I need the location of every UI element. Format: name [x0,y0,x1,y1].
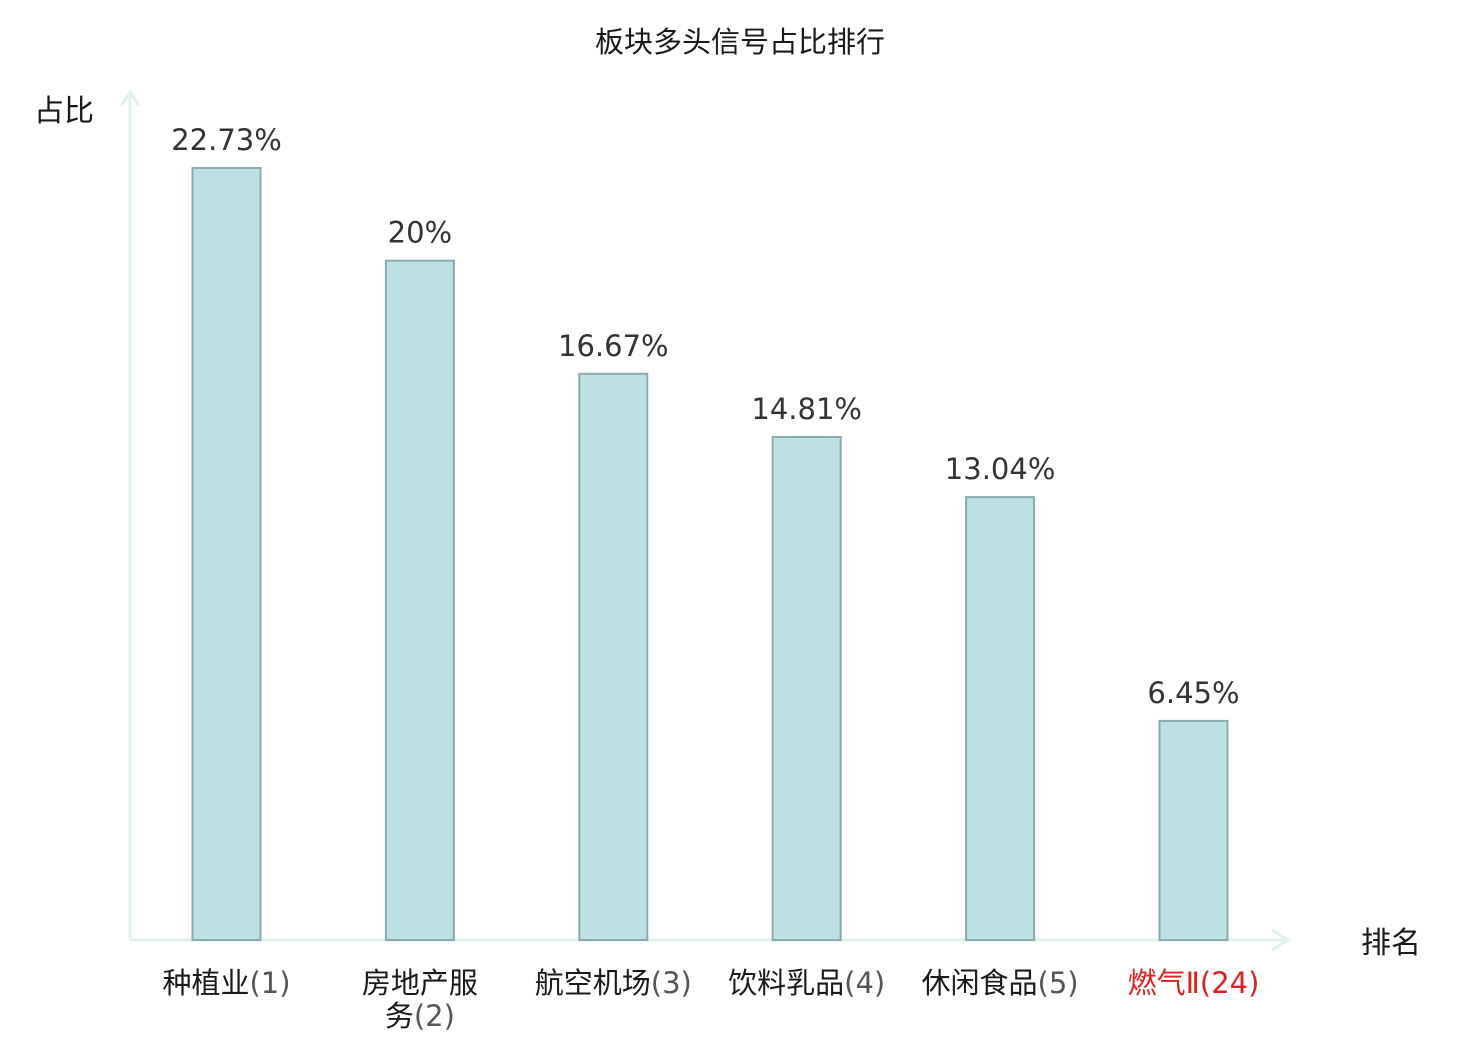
category-rank: (5) [1038,966,1079,1000]
y-axis-arrow [119,89,141,107]
value-label: 22.73% [171,123,282,157]
category-rank: (2) [414,999,455,1033]
category-label: 种植业(1) [162,966,290,1000]
category-name: 房地产服 [362,966,478,1000]
chart-title: 板块多头信号占比排行 [595,25,885,59]
category-rank: (4) [844,966,885,1000]
category-label: 燃气Ⅱ(24) [1128,966,1260,1000]
x-axis-arrow [1271,928,1291,952]
category-name: 务 [385,999,414,1033]
value-label: 16.67% [558,329,669,363]
category-name: 休闲食品 [922,966,1038,1000]
value-label: 6.45% [1147,676,1239,710]
bar [771,436,842,941]
category-rank: (24) [1200,966,1260,1000]
bar [384,259,455,941]
bars-group: 22.73% 种植业(1) 20% 房地产服务(2) 16.67% 航空机场(3) 14.8… [162,123,1259,1033]
value-label: 14.81% [751,392,862,426]
bar [1158,719,1229,942]
category-name: 航空机场 [535,966,651,1000]
category-label: 饮料乳品(4) [728,966,885,1000]
y-axis-label: 占比 [34,94,94,129]
category-label: 房地产服务(2) [362,966,478,1033]
category-rank: (1) [249,966,290,1000]
category-name: 种植业 [162,966,249,1000]
x-axis-label: 排名 [1361,926,1421,961]
category-label: 休闲食品(5) [922,966,1079,1000]
category-label: 航空机场(3) [535,966,692,1000]
bar [578,372,649,941]
bar [191,167,262,941]
value-label: 20% [388,216,452,250]
bar [965,496,1036,941]
value-label: 13.04% [945,452,1056,486]
category-rank: (3) [651,966,692,1000]
category-name: 燃气Ⅱ [1128,966,1200,1000]
category-name: 饮料乳品 [728,966,844,1000]
